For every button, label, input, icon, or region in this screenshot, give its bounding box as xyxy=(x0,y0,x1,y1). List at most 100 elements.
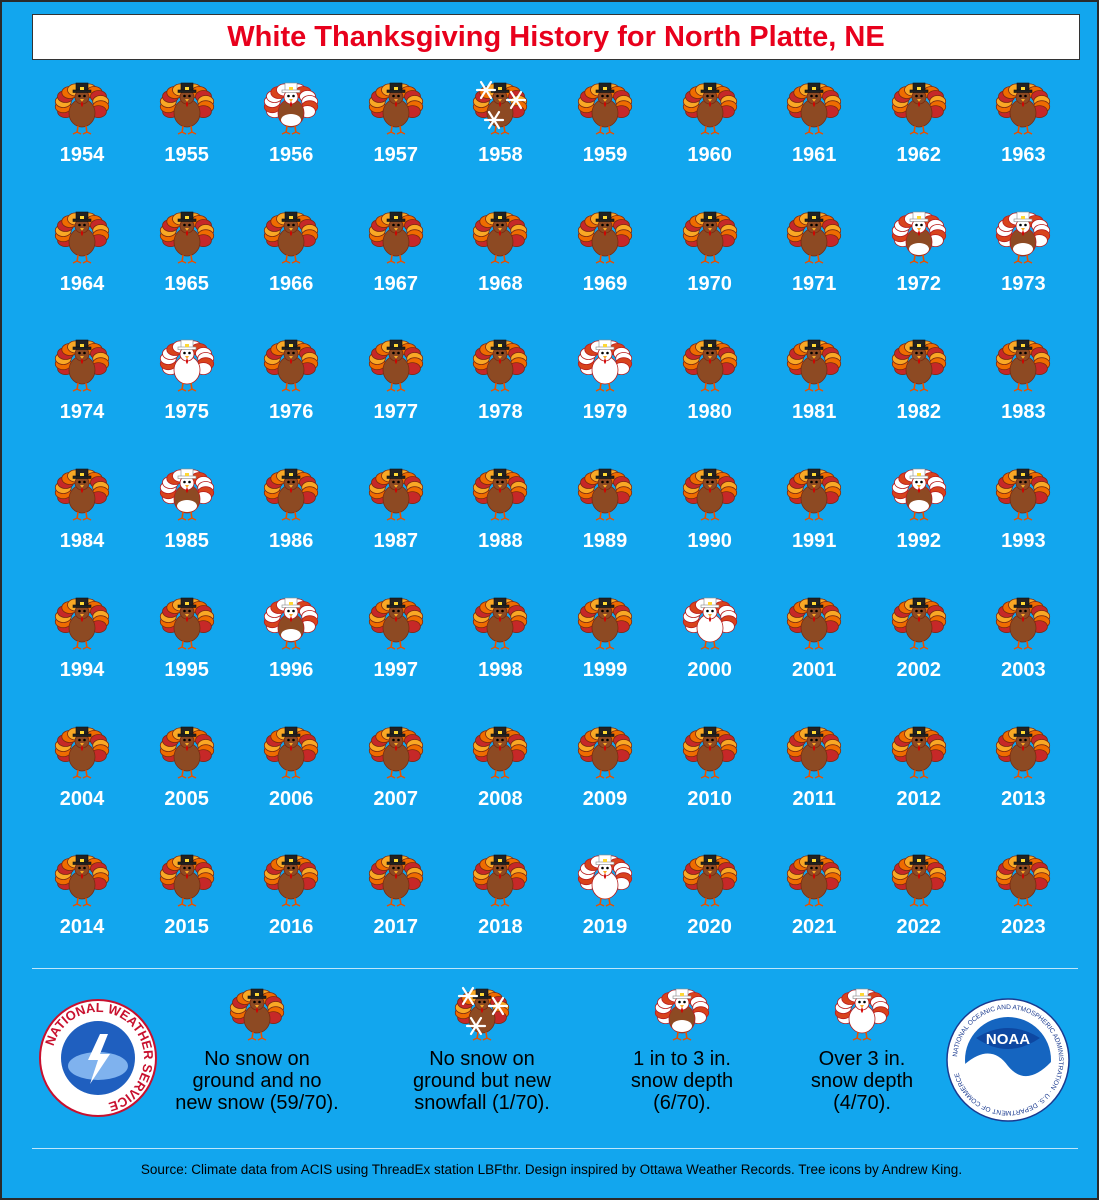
turkey-icon xyxy=(54,340,110,393)
turkey-icon xyxy=(996,82,1051,135)
turkey-icon xyxy=(159,597,214,650)
year-cell: 2004 xyxy=(32,720,132,840)
legend-snowfall-text: No snow on ground but new snowfall (1/70… xyxy=(387,1048,577,1114)
year-label: 2003 xyxy=(1001,658,1046,681)
year-label: 1963 xyxy=(1001,144,1046,166)
turkey-icon xyxy=(473,726,528,779)
year-label: 2018 xyxy=(478,916,523,939)
turkey-icon xyxy=(891,854,946,907)
year-cell: 2005 xyxy=(137,720,237,840)
turkey-icon xyxy=(264,468,319,521)
year-cell: 1964 xyxy=(32,205,132,325)
white-turkey-icon xyxy=(577,854,633,907)
year-label: 2000 xyxy=(687,658,732,681)
turkey-icon xyxy=(682,211,737,264)
legend-light-text: 1 in to 3 in. snow depth (6/70). xyxy=(587,1048,777,1114)
legend-none: No snow on ground and no new snow (59/70… xyxy=(162,982,352,1114)
year-label: 1960 xyxy=(687,144,732,166)
noaa-logo: NOAA NATIONAL OCEANIC AND ATMOSPHERIC AD… xyxy=(946,998,1070,1122)
year-label: 2005 xyxy=(164,787,209,810)
turkey-icon xyxy=(996,340,1051,393)
year-cell: 1961 xyxy=(764,76,864,196)
legend-none-text: No snow on ground and no new snow (59/70… xyxy=(162,1048,352,1114)
turkey-icon xyxy=(891,82,946,135)
year-label: 2014 xyxy=(59,916,105,939)
year-cell: 1956 xyxy=(241,76,341,196)
year-label: 1998 xyxy=(478,658,523,681)
white-turkey-icon xyxy=(996,211,1051,264)
turkey-icon xyxy=(682,82,737,135)
year-label: 1973 xyxy=(1001,272,1046,295)
year-label: 1992 xyxy=(896,530,942,553)
year-cell: 2001 xyxy=(764,591,864,711)
year-cell: 1989 xyxy=(555,462,655,582)
year-cell: 1955 xyxy=(137,76,237,196)
year-cell: 1981 xyxy=(764,333,864,453)
turkey-icon xyxy=(577,468,633,521)
turkey-icon xyxy=(682,468,737,521)
turkey-icon xyxy=(54,211,110,264)
turkey-icon xyxy=(54,597,110,650)
legend-snowfall: No snow on ground but new snowfall (1/70… xyxy=(387,982,577,1114)
year-label: 2016 xyxy=(268,916,314,939)
turkey-icon xyxy=(229,988,285,1041)
year-label: 2002 xyxy=(896,658,942,681)
turkey-icon xyxy=(368,211,423,264)
year-label: 2022 xyxy=(896,916,942,939)
turkey-icon xyxy=(577,726,633,779)
year-label: 2015 xyxy=(164,916,209,939)
year-label: 1990 xyxy=(687,530,732,553)
legend-divider-top xyxy=(32,968,1078,969)
year-label: 1959 xyxy=(582,144,628,166)
turkey-icon xyxy=(368,597,423,650)
year-label: 1957 xyxy=(373,144,419,166)
year-cell: 2018 xyxy=(450,848,550,968)
year-cell: 1990 xyxy=(660,462,760,582)
turkey-icon xyxy=(54,82,110,135)
legend-line: (6/70). xyxy=(653,1092,711,1114)
year-cell: 1978 xyxy=(450,333,550,453)
year-label: 1964 xyxy=(59,272,105,295)
turkey-icon xyxy=(891,597,946,650)
year-label: 2020 xyxy=(687,916,732,939)
year-cell: 2010 xyxy=(660,720,760,840)
snowy-turkey-icon xyxy=(454,986,510,1041)
year-label: 1993 xyxy=(1001,530,1046,553)
year-cell: 2000 xyxy=(660,591,760,711)
year-cell: 1972 xyxy=(869,205,969,325)
year-label: 1974 xyxy=(59,401,105,424)
year-cell: 1969 xyxy=(555,205,655,325)
turkey-icon xyxy=(577,597,633,650)
year-grid: 1954 1955 1956 1957 1958 1959 1960 1961 1962 196… xyxy=(2,2,1099,962)
year-cell: 2021 xyxy=(764,848,864,968)
year-label: 1958 xyxy=(478,144,523,166)
year-label: 2001 xyxy=(791,658,837,681)
year-label: 1965 xyxy=(164,272,209,295)
year-cell: 2015 xyxy=(137,848,237,968)
year-cell: 2016 xyxy=(241,848,341,968)
year-cell: 2008 xyxy=(450,720,550,840)
turkey-icon xyxy=(54,726,110,779)
year-label: 1954 xyxy=(59,144,105,166)
year-cell: 2017 xyxy=(346,848,446,968)
turkey-icon xyxy=(996,468,1051,521)
year-label: 1979 xyxy=(582,401,628,424)
turkey-icon xyxy=(577,82,633,135)
turkey-icon xyxy=(159,854,214,907)
year-label: 1995 xyxy=(164,658,209,681)
turkey-icon xyxy=(159,211,214,264)
legend-heavy: Over 3 in. snow depth (4/70). xyxy=(767,982,957,1114)
year-label: 2009 xyxy=(582,787,628,810)
year-label: 1977 xyxy=(373,401,419,424)
year-cell: 1985 xyxy=(137,462,237,582)
legend-divider-bottom xyxy=(32,1148,1078,1149)
year-cell: 1998 xyxy=(450,591,550,711)
year-cell: 1984 xyxy=(32,462,132,582)
turkey-icon xyxy=(787,854,842,907)
year-label: 1956 xyxy=(268,144,314,166)
year-cell: 1983 xyxy=(973,333,1073,453)
year-label: 1971 xyxy=(791,272,837,295)
turkey-icon xyxy=(159,82,214,135)
white-turkey-icon xyxy=(654,988,710,1041)
year-cell: 1991 xyxy=(764,462,864,582)
